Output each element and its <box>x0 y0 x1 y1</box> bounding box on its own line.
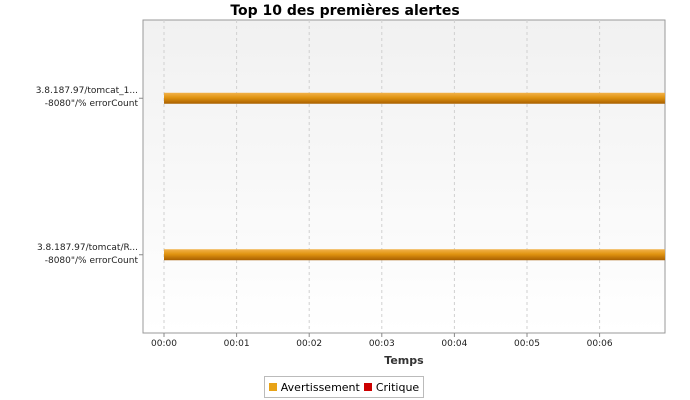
legend-swatch-avertissement <box>268 383 277 391</box>
bar-avertissement[interactable] <box>164 249 665 261</box>
legend: Avertissement Critique <box>264 376 424 398</box>
y-tick-label: 3.8.187.97/tomcat_1... -8080"/% errorCoun… <box>0 85 138 111</box>
chart-title: Top 10 des premières alertes <box>230 3 460 19</box>
legend-item-avertissement: Avertissement <box>268 380 360 394</box>
y-tick-label-line: 3.8.187.97/tomcat_1... <box>35 86 138 97</box>
legend-item-critique: Critique <box>363 380 420 394</box>
x-tick-label: 00:05 <box>514 339 540 349</box>
legend-label-avertissement: Avertissement <box>280 380 360 394</box>
x-tick-label: 00:04 <box>441 339 468 349</box>
y-tick-label-line: 3.8.187.97/tomcat/R... <box>36 242 138 253</box>
x-axis-label: Temps <box>384 354 424 367</box>
x-tick-label: 00:01 <box>223 339 250 349</box>
legend-label-critique: Critique <box>375 380 420 394</box>
y-tick-label-line: -8080"/% errorCount <box>44 255 138 266</box>
x-tick-label: 00:03 <box>368 339 395 349</box>
y-tick-label: 3.8.187.97/tomcat/R... -8080"/% errorCoun… <box>0 242 138 268</box>
y-tick-label-line: -8080"/% errorCount <box>44 99 138 110</box>
x-tick-label: 00:06 <box>586 339 613 349</box>
legend-swatch-critique <box>363 383 372 391</box>
x-tick-label: 00:02 <box>296 339 323 349</box>
plot-background <box>142 19 666 334</box>
x-tick-label: 00:00 <box>151 339 177 349</box>
bar-avertissement[interactable] <box>164 92 665 104</box>
